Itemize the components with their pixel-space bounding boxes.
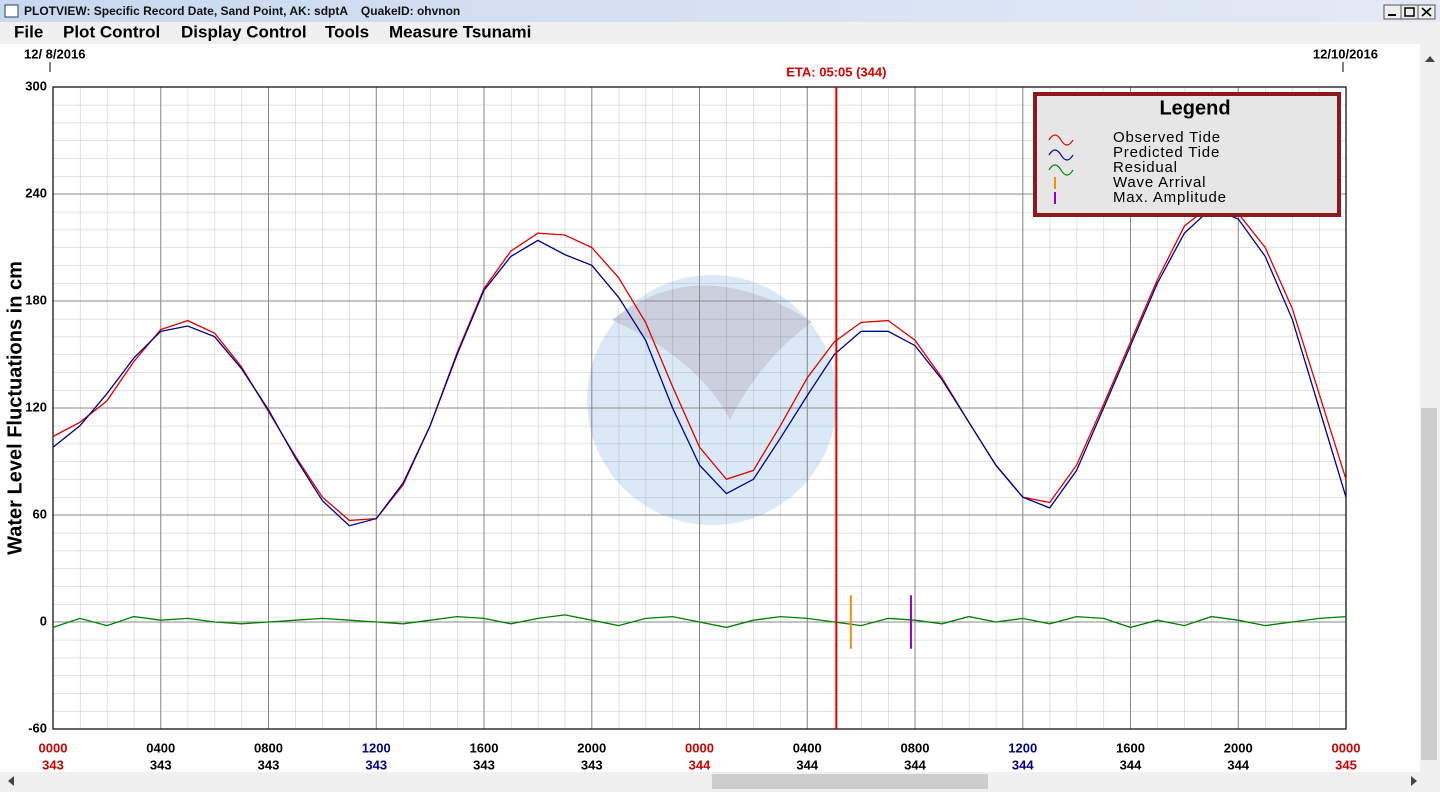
legend-label: Wave Arrival [1113, 174, 1206, 191]
horizontal-scroll-thumb[interactable] [712, 774, 988, 789]
maximize-icon [1404, 7, 1415, 17]
series-line [52, 614, 1347, 629]
x-day-label: 344 [689, 757, 711, 772]
x-day-label: 343 [42, 757, 64, 772]
x-tick-label: 1200 [1008, 740, 1037, 755]
x-day-label: 343 [258, 757, 280, 772]
maximize-button[interactable] [1400, 4, 1419, 20]
legend-label: Residual [1113, 159, 1178, 176]
legend-label: Observed Tide [1113, 129, 1221, 146]
x-tick-label: 1200 [362, 740, 391, 755]
menu-item[interactable]: Display Control [181, 22, 307, 41]
end-date: 12/10/2016 [1313, 46, 1378, 61]
app-icon [4, 4, 19, 18]
y-tick-label: 300 [25, 78, 47, 93]
menu-item[interactable]: Plot Control [63, 22, 160, 41]
x-tick-label: 0000 [39, 740, 68, 755]
x-tick-label: 0000 [685, 740, 714, 755]
menu-item[interactable]: Tools [325, 22, 369, 41]
x-tick-label: 0800 [254, 740, 283, 755]
start-date: 12/ 8/2016 [24, 46, 85, 61]
legend-symbol [1048, 164, 1074, 176]
y-tick-label: 180 [25, 292, 47, 307]
x-day-label: 343 [150, 757, 172, 772]
y-axis-label: Water Level Fluctuations in cm [4, 261, 26, 555]
x-tick-label: 0000 [1332, 740, 1361, 755]
minimize-button[interactable] [1383, 4, 1402, 20]
x-day-label: 344 [1012, 757, 1034, 772]
menu-bar [0, 22, 1440, 44]
vertical-scroll-thumb[interactable] [1421, 408, 1437, 760]
x-tick-label: 0400 [146, 740, 175, 755]
x-tick-label: 1600 [1116, 740, 1145, 755]
x-day-label: 344 [904, 757, 926, 772]
y-tick-label: 0 [40, 613, 47, 628]
x-tick-label: 2000 [577, 740, 606, 755]
series-line [52, 207, 1347, 527]
eta-label: ETA: 05:05 (344) [786, 64, 886, 79]
window-title: PLOTVIEW: Specific Record Date, Sand Poi… [24, 4, 460, 18]
legend-label: Max. Amplitude [1113, 189, 1227, 206]
menu-item[interactable]: File [14, 22, 43, 41]
menu-item[interactable]: Measure Tsunami [389, 22, 531, 41]
scroll-up[interactable] [1425, 56, 1435, 62]
y-tick-label: 120 [25, 399, 47, 414]
x-day-label: 343 [581, 757, 603, 772]
window-buttons[interactable] [1383, 4, 1436, 20]
menu: File Plot Control Display Control Tools Meas… [14, 22, 531, 41]
y-tick-label: 240 [25, 185, 47, 200]
x-day-label: 344 [1120, 757, 1142, 772]
plot: -60 0 60 120 180 240 300 0000 343 0400 343 0800 343 1… [25, 64, 1360, 772]
x-tick-label: 0400 [793, 740, 822, 755]
series-line [52, 203, 1347, 522]
title-bar [0, 0, 1440, 22]
x-day-label: 344 [796, 757, 818, 772]
x-day-label: 343 [365, 757, 387, 772]
x-tick-label: 0800 [901, 740, 930, 755]
legend-title: Legend [1159, 97, 1230, 119]
x-tick-label: 2000 [1224, 740, 1253, 755]
plot-frame [52, 86, 1347, 730]
x-day-label: 343 [473, 757, 495, 772]
y-tick-label: -60 [28, 720, 47, 735]
y-tick-label: 60 [33, 506, 47, 521]
legend-label: Predicted Tide [1113, 144, 1220, 161]
legend-symbol [1048, 149, 1074, 161]
watermark-logo [587, 275, 837, 525]
x-tick-label: 1600 [470, 740, 499, 755]
legend-box [1033, 92, 1341, 217]
legend-symbol [1048, 134, 1074, 146]
x-day-label: 345 [1335, 757, 1357, 772]
close-icon [1421, 7, 1432, 17]
x-day-label: 344 [1227, 757, 1249, 772]
